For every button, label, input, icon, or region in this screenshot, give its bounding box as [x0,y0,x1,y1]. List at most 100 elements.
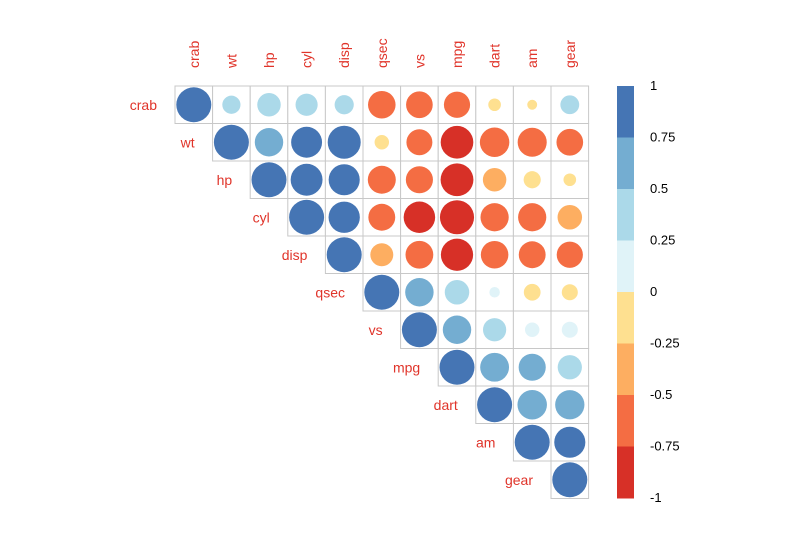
correlation-circle-wt-am[interactable] [517,127,547,157]
correlation-circle-mpg-dart[interactable] [480,352,510,382]
correlation-circle-wt-mpg[interactable] [440,125,474,159]
correlation-circle-wt-vs[interactable] [406,129,433,156]
correlation-circle-crab-am[interactable] [527,99,538,110]
correlation-circle-qsec-vs[interactable] [405,278,434,307]
correlation-circle-cyl-disp[interactable] [328,201,360,233]
correlation-circle-hp-hp[interactable] [251,162,287,198]
correlation-circle-dart-dart[interactable] [477,387,513,423]
row-label-qsec: qsec [315,284,345,300]
correlation-circle-hp-gear[interactable] [563,173,577,187]
correlation-circle-disp-gear[interactable] [556,241,583,268]
correlation-circle-dart-am[interactable] [517,390,547,420]
legend-swatch [617,395,634,447]
correlation-circle-wt-hp[interactable] [254,128,284,157]
correlation-circle-disp-dart[interactable] [480,240,509,269]
correlation-circle-hp-disp[interactable] [328,164,360,196]
correlation-circle-hp-am[interactable] [523,171,541,189]
legend-tick-label: -0.5 [650,387,672,402]
correlation-circle-mpg-gear[interactable] [557,355,582,380]
correlation-circle-am-gear[interactable] [554,426,586,458]
correlation-circle-vs-mpg[interactable] [442,315,472,344]
correlation-circle-vs-gear[interactable] [561,321,578,338]
column-label-gear: gear [562,40,578,68]
correlation-circle-vs-am[interactable] [524,322,540,337]
color-legend: 1 0.75 0.5 0.25 0 -0.25 -0.5 -0.75 -1 [617,78,680,505]
row-label-crab: crab [130,97,157,113]
correlation-circle-hp-vs[interactable] [405,166,433,194]
correlation-circle-wt-cyl[interactable] [291,126,323,158]
row-label-dart: dart [434,397,458,413]
legend-tick-label: -0.25 [650,336,680,351]
correlation-circle-vs-dart[interactable] [482,318,507,342]
correlation-circle-qsec-gear[interactable] [561,284,578,301]
correlation-circle-hp-mpg[interactable] [440,163,474,197]
correlation-circle-cyl-gear[interactable] [557,205,583,230]
correlation-circle-hp-dart[interactable] [482,168,507,192]
correlation-circle-disp-mpg[interactable] [440,238,474,271]
correlation-circle-cyl-mpg[interactable] [439,200,475,235]
correlation-circle-disp-disp[interactable] [326,237,362,273]
correlation-circle-cyl-am[interactable] [518,203,547,232]
correlation-circle-am-am[interactable] [514,424,550,460]
correlation-circle-crab-mpg[interactable] [443,91,471,118]
correlation-circle-cyl-vs[interactable] [403,201,436,234]
correlation-circle-vs-vs[interactable] [401,312,437,348]
column-label-cyl: cyl [299,51,315,68]
correlation-circle-crab-qsec[interactable] [368,90,396,119]
correlation-circle-cyl-cyl[interactable] [289,199,325,235]
correlation-circle-cyl-qsec[interactable] [368,203,396,231]
correlation-circle-wt-dart[interactable] [479,127,510,158]
row-label-disp: disp [282,247,308,263]
legend-tick-label: -0.75 [650,439,680,454]
column-label-dart: dart [487,44,503,68]
correlation-circle-crab-cyl[interactable] [295,93,318,116]
row-label-mpg: mpg [393,359,420,375]
correlation-circle-hp-cyl[interactable] [290,163,323,196]
correlation-circle-qsec-dart[interactable] [489,287,500,298]
legend-swatch [617,189,634,241]
correlation-circle-crab-disp[interactable] [334,95,354,115]
correlation-circle-crab-dart[interactable] [488,98,501,112]
row-label-vs: vs [369,322,383,338]
correlation-circle-hp-qsec[interactable] [367,165,396,194]
correlation-circle-disp-vs[interactable] [405,240,434,269]
correlation-circle-qsec-qsec[interactable] [364,274,400,310]
correlation-circle-wt-disp[interactable] [327,125,361,159]
correlation-circle-wt-wt[interactable] [213,124,249,160]
legend-swatch [617,86,634,138]
correlation-circle-wt-gear[interactable] [556,128,584,156]
column-label-wt: wt [223,54,239,69]
correlation-circle-mpg-am[interactable] [518,353,546,381]
legend-swatch [617,292,634,344]
column-label-qsec: qsec [374,38,390,68]
correlation-circle-disp-qsec[interactable] [370,243,394,267]
column-label-hp: hp [261,52,277,68]
correlation-circle-crab-vs[interactable] [406,91,433,119]
correlation-circle-wt-qsec[interactable] [374,135,390,150]
correlation-circle-dart-gear[interactable] [555,390,585,420]
column-label-disp: disp [336,42,352,68]
correlation-circle-crab-gear[interactable] [560,95,580,115]
correlation-circle-crab-wt[interactable] [222,95,241,114]
row-label-wt: wt [180,134,195,150]
legend-swatch [617,446,634,499]
legend-tick-label: 0.25 [650,233,675,248]
legend-tick-label: -1 [650,490,662,505]
correlation-circle-qsec-am[interactable] [523,283,541,301]
legend-swatch [617,240,634,293]
legend-tick-label: 1 [650,78,657,93]
correlation-circle-crab-crab[interactable] [176,87,212,123]
row-label-gear: gear [505,472,533,488]
correlation-circle-crab-hp[interactable] [257,93,281,117]
correlation-circle-gear-gear[interactable] [552,462,588,498]
correlation-circle-mpg-mpg[interactable] [439,349,475,385]
correlation-circle-qsec-mpg[interactable] [444,280,470,305]
correlation-circles [176,87,588,498]
column-label-am: am [524,49,540,68]
legend-swatch [617,343,634,396]
correlation-circle-disp-am[interactable] [518,241,546,269]
row-labels: crab wt hp cyl disp qsec vs mpg dart am gear [130,97,534,488]
row-label-cyl: cyl [253,209,270,225]
correlation-circle-cyl-dart[interactable] [480,203,509,232]
